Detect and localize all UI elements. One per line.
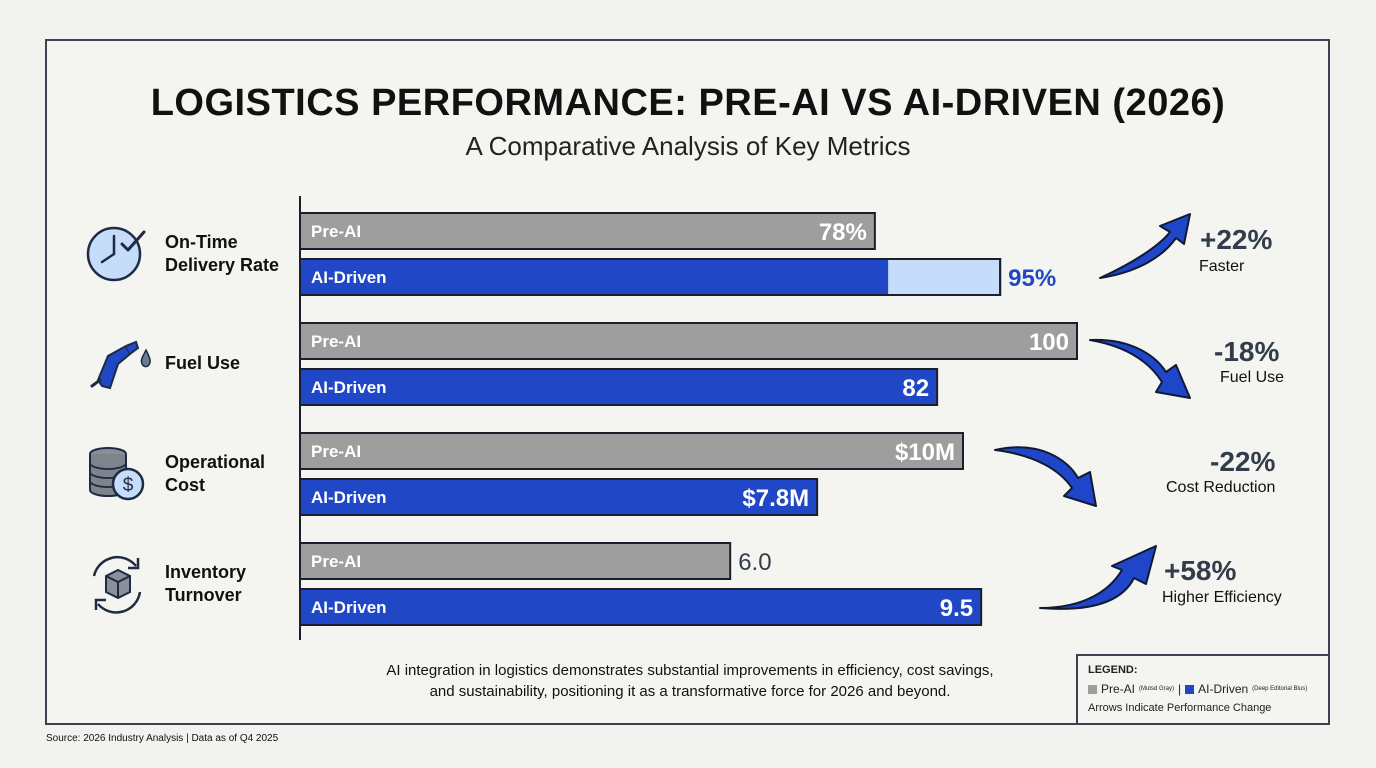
coin-stack-dollar-icon: $ (89, 447, 145, 501)
legend-swatch-pre-ai (1088, 684, 1097, 694)
bar-series-label-pre-ai: Pre-AI (311, 552, 361, 571)
metric-label-on-time-delivery: On-Time Delivery Rate (165, 232, 280, 275)
value-label-pre-ai-on-time-delivery-rate: 78% (819, 219, 867, 246)
legend-separator: | (1178, 682, 1182, 696)
value-label-pre-ai-fuel-use: 100 (1029, 329, 1069, 356)
bar-ai-driven-fuel-use (299, 368, 939, 406)
legend-label-ai-driven: AI-Driven (1198, 682, 1249, 696)
metric-label-inventory-turnover: Inventory Turnover (165, 562, 247, 605)
bar-pre-ai-operational-cost (299, 432, 964, 470)
summary-text: AI integration in logistics demonstrates… (386, 662, 994, 700)
legend-label-pre-ai: Pre-AI (1101, 682, 1136, 696)
bar-series-label-pre-ai: Pre-AI (311, 332, 361, 351)
svg-text:$: $ (123, 475, 134, 496)
bar-series-label-pre-ai: Pre-AI (311, 222, 361, 241)
bar-outline-ai-driven-on-time-delivery-rate (299, 258, 1002, 296)
chart-subtitle: A Comparative Analysis of Key Metrics (465, 131, 911, 161)
clock-check-icon (86, 226, 146, 282)
box-cycle-icon (92, 556, 142, 614)
change-pct-delivery: +22% (1200, 224, 1273, 255)
bar-pre-ai-on-time-delivery-rate (299, 212, 876, 250)
bar-series-label-ai-driven: AI-Driven (311, 378, 387, 397)
legend-note-pre-ai: (Mutsd Gray) (1139, 686, 1175, 692)
bar-ai-driven-operational-cost (299, 478, 819, 516)
bar-series-label-ai-driven: AI-Driven (311, 598, 387, 617)
bar-series-label-ai-driven: AI-Driven (311, 268, 387, 287)
change-arrow-up-3 (1039, 545, 1157, 610)
source-note: Source: 2026 Industry Analysis | Data as… (46, 733, 279, 744)
change-desc-delivery: Faster (1199, 258, 1245, 275)
metric-label-operational-cost: Operational Cost (165, 452, 266, 495)
legend-series-row: Pre-AI (Mutsd Gray) | AI-Driven (Deep Ed… (1088, 682, 1320, 696)
value-label-pre-ai-operational-cost: $10M (895, 439, 955, 466)
bar-ai-driven-on-time-delivery-rate (300, 259, 889, 295)
metric-label-fuel-use: Fuel Use (165, 353, 241, 373)
change-pct-fuel: -18% (1214, 336, 1280, 367)
legend: LEGEND: Pre-AI (Mutsd Gray) | AI-Driven … (1076, 654, 1330, 723)
change-pct-inventory: +58% (1164, 555, 1237, 586)
change-arrow-down-1 (1089, 338, 1191, 399)
value-label-ai-driven-on-time-delivery-rate: 95% (1008, 265, 1056, 292)
change-arrow-down-2 (994, 446, 1097, 507)
value-label-ai-driven-inventory-turnover: 9.5 (940, 595, 973, 622)
value-label-ai-driven-operational-cost: $7.8M (742, 485, 809, 512)
change-desc-inventory: Higher Efficiency (1162, 589, 1282, 606)
chart-title: LOGISTICS PERFORMANCE: PRE-AI VS AI-DRIV… (150, 82, 1226, 124)
legend-note-ai-driven: (Deep Editorial Blus) (1252, 686, 1308, 692)
legend-title: LEGEND: (1088, 664, 1138, 676)
legend-arrows-note: Arrows Indicate Performance Change (1088, 702, 1272, 714)
bar-series-label-ai-driven: AI-Driven (311, 488, 387, 507)
bar-series-label-pre-ai: Pre-AI (311, 442, 361, 461)
bar-ai-driven-inventory-turnover (299, 588, 983, 626)
change-arrow-up-0 (1099, 213, 1191, 279)
change-pct-cost: -22% (1210, 446, 1276, 477)
legend-swatch-ai-driven (1185, 684, 1195, 694)
change-desc-cost: Cost Reduction (1166, 479, 1276, 496)
fuel-pump-icon (90, 340, 151, 390)
value-label-ai-driven-fuel-use: 82 (902, 375, 929, 402)
bar-pre-ai-inventory-turnover (299, 542, 732, 580)
value-label-pre-ai-inventory-turnover: 6.0 (738, 549, 771, 576)
change-desc-fuel: Fuel Use (1220, 369, 1285, 386)
bar-pre-ai-fuel-use (299, 322, 1078, 360)
